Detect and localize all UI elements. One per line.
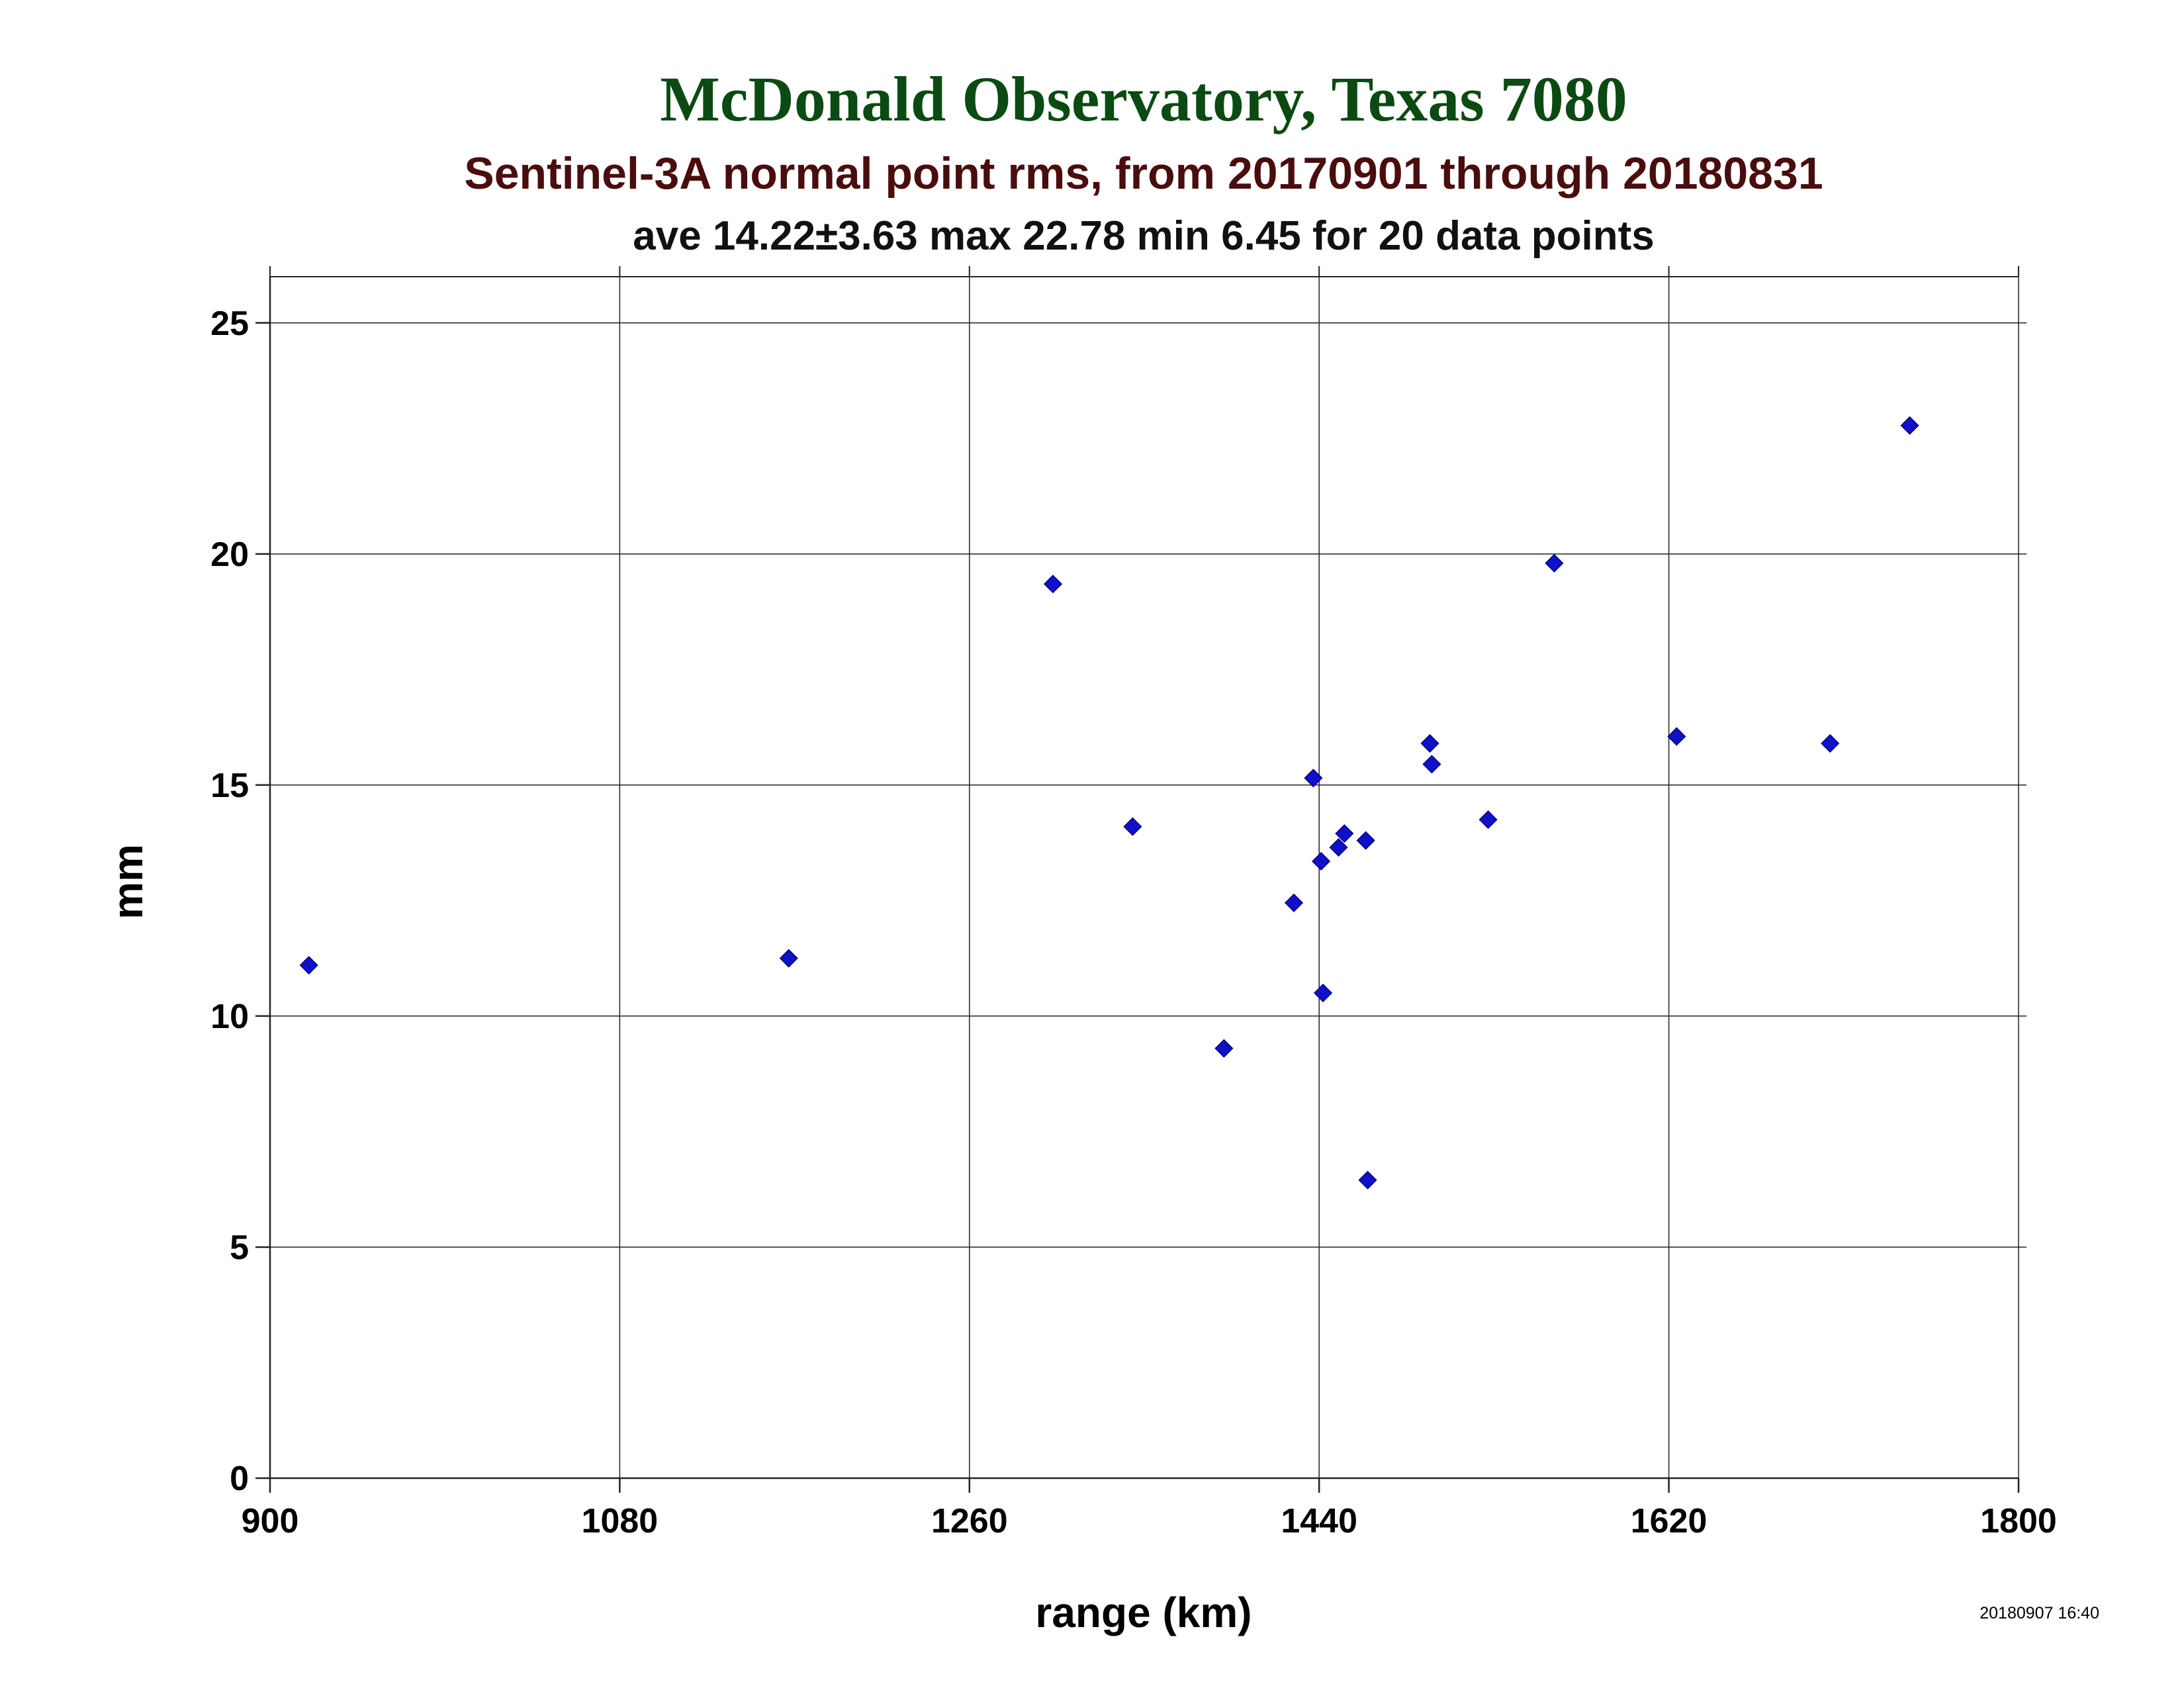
x-tick-label: 1800 [1980, 1502, 2057, 1540]
y-tick-label: 20 [210, 536, 249, 574]
data-point [1335, 824, 1354, 843]
data-point [1312, 852, 1331, 871]
data-point [1284, 893, 1304, 912]
data-point [1329, 838, 1348, 857]
grid-lines [269, 277, 2026, 1478]
y-axis-ticks: 0 5 10 15 20 25 [210, 305, 270, 1498]
data-point [1422, 755, 1441, 774]
data-point [1304, 769, 1323, 788]
x-axis-ticks: 900 1080 1260 1440 1620 1800 [242, 266, 2057, 1540]
y-tick-label: 25 [210, 305, 249, 343]
x-tick-label: 1080 [582, 1502, 659, 1540]
data-point [1123, 817, 1142, 836]
plot-frame [269, 276, 2019, 1479]
y-tick-label: 0 [230, 1460, 249, 1498]
x-tick-label: 900 [242, 1502, 299, 1540]
data-point [1314, 983, 1333, 1003]
data-point [1821, 733, 1840, 753]
data-point [1420, 733, 1439, 753]
data-point [1479, 810, 1498, 829]
data-point [299, 956, 318, 975]
x-tick-label: 1260 [931, 1502, 1008, 1540]
y-tick-label: 15 [210, 767, 249, 805]
data-point [1667, 727, 1686, 746]
data-point [1043, 575, 1063, 594]
data-point [1900, 416, 1919, 435]
y-tick-label: 10 [210, 998, 249, 1036]
plot-timestamp: 20180907 16:40 [1979, 1604, 2099, 1622]
chart-stats: ave 14.22±3.63 max 22.78 min 6.45 for 20… [633, 213, 1655, 259]
data-point [779, 949, 798, 968]
data-point [1214, 1039, 1234, 1058]
chart-title: McDonald Observatory, Texas 7080 [660, 64, 1627, 134]
x-axis-label: range (km) [1035, 1589, 1251, 1636]
x-tick-label: 1440 [1281, 1502, 1357, 1540]
chart-subtitle: Sentinel-3A normal point rms, from 20170… [464, 148, 1823, 199]
x-tick-label: 1620 [1631, 1502, 1707, 1540]
y-tick-label: 5 [230, 1229, 249, 1267]
data-point [1356, 831, 1375, 850]
data-point [1545, 553, 1564, 573]
data-points [299, 416, 1919, 1190]
y-axis-label: mm [104, 844, 152, 919]
data-point [1358, 1170, 1377, 1190]
